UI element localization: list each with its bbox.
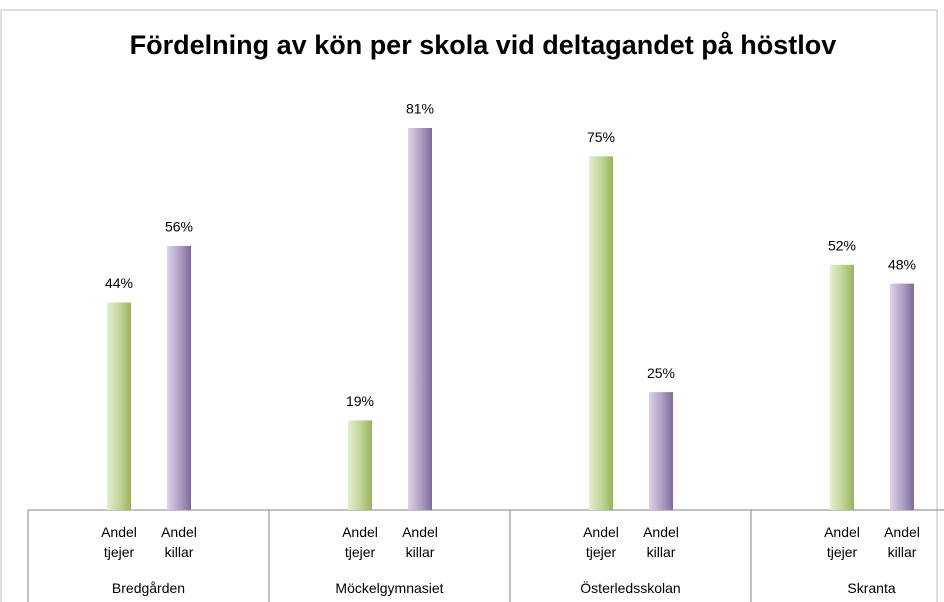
value-label: 48%: [888, 256, 916, 272]
sub-category-label: Andel tjejer: [583, 524, 619, 560]
value-label: 19%: [346, 393, 374, 409]
bar: [348, 420, 372, 510]
sub-category-label: Andel killar: [643, 524, 679, 560]
sub-category-label: Andel killar: [884, 524, 920, 560]
bar: [408, 128, 432, 510]
sub-category-label: Andel tjejer: [342, 524, 378, 560]
sub-category-label: Andel killar: [161, 524, 197, 560]
category-label: Österledsskolan: [580, 580, 681, 596]
sub-category-label: Andel tjejer: [824, 524, 860, 560]
bar: [107, 302, 131, 510]
chart-border: [0, 9, 938, 602]
sub-category-label: Andel killar: [402, 524, 438, 560]
bar: [890, 283, 914, 510]
bar: [830, 264, 854, 510]
category-label: Bredgården: [111, 580, 186, 596]
chart-title: Fördelning av kön per skola vid deltagan…: [130, 30, 837, 60]
bar: [649, 392, 673, 510]
value-label: 52%: [828, 237, 856, 253]
value-label: 44%: [105, 275, 133, 291]
value-label: 75%: [587, 129, 615, 145]
bar: [167, 245, 191, 510]
bar: [589, 156, 613, 510]
value-label: 81%: [406, 101, 434, 117]
category-label: Skranta: [847, 580, 896, 596]
category-label: Möckelgymnasiet: [335, 580, 444, 596]
sub-category-label: Andel tjejer: [101, 524, 137, 560]
value-label: 56%: [165, 219, 193, 235]
value-label: 25%: [647, 365, 675, 381]
